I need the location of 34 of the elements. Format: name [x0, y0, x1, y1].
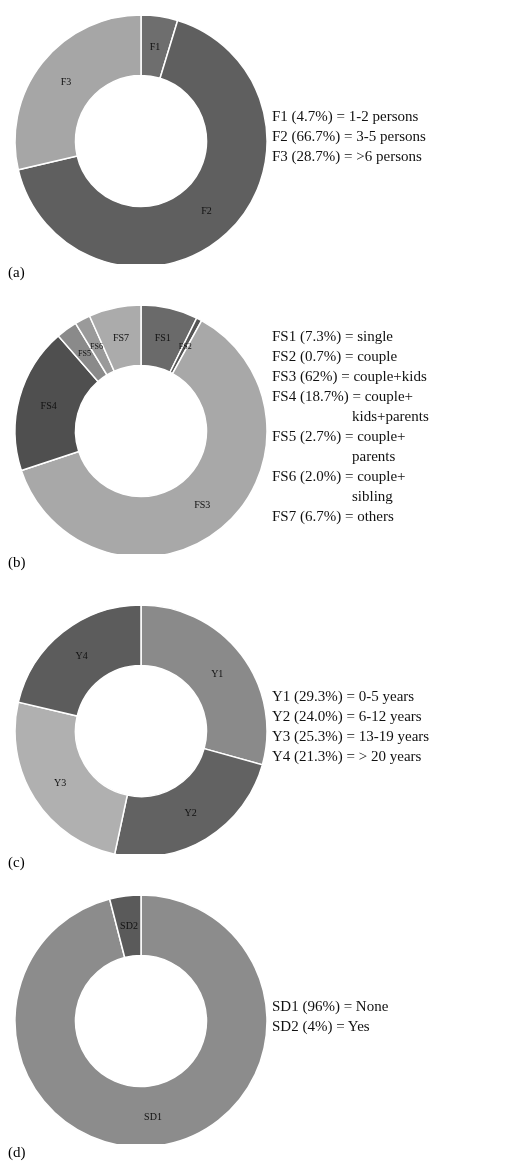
- donut-slice: [14, 894, 268, 1144]
- text: Y1 (29.3%) = 0-5 years: [272, 687, 416, 706]
- slice-label: FS5: [78, 349, 91, 359]
- text: Y4 (21.3%) = > 20 years: [272, 747, 423, 766]
- text: F3 (28.7%) = >6 persons: [272, 147, 423, 166]
- text: FS3 (62%) = couple+kids: [272, 367, 428, 386]
- slice-label: SD2: [120, 920, 138, 932]
- text: (c): [8, 854, 25, 871]
- slice-label: Y2: [184, 807, 197, 819]
- text: SD1 (96%) = None: [272, 997, 389, 1016]
- text: Y2 (24.0%) = 6-12 years: [272, 707, 423, 726]
- slice-label: Y4: [75, 650, 88, 662]
- text: (b): [8, 554, 26, 571]
- text: F1 (4.7%) = 1-2 persons: [272, 107, 420, 126]
- slice-label: SD1: [144, 1110, 162, 1122]
- text: SD2 (4%) = Yes: [272, 1017, 371, 1036]
- text: FS7 (6.7%) = others: [272, 507, 395, 526]
- slice-label: Y3: [53, 776, 67, 788]
- slice-label: F1: [149, 40, 161, 52]
- slice-label: F2: [201, 205, 212, 217]
- slice-label: F3: [60, 76, 72, 88]
- slice-label: FS3: [194, 499, 211, 511]
- text: Y3 (25.3%) = 13-19 years: [272, 727, 430, 746]
- text: (d): [8, 1144, 26, 1161]
- text: FS6 (2.0%) = couple+ sibling: [272, 467, 407, 506]
- text: (a): [8, 264, 25, 281]
- text: FS2 (0.7%) = couple: [272, 347, 399, 366]
- slice-label: FS1: [154, 332, 171, 344]
- text: FS4 (18.7%) = couple+ kids+parents: [272, 387, 429, 426]
- text: FS5 (2.7%) = couple+ parents: [272, 427, 407, 466]
- slice-label: FS7: [112, 331, 130, 343]
- text: FS1 (7.3%) = single: [272, 327, 394, 346]
- slice-label: Y1: [211, 667, 224, 679]
- text: F2 (66.7%) = 3-5 persons: [272, 127, 426, 146]
